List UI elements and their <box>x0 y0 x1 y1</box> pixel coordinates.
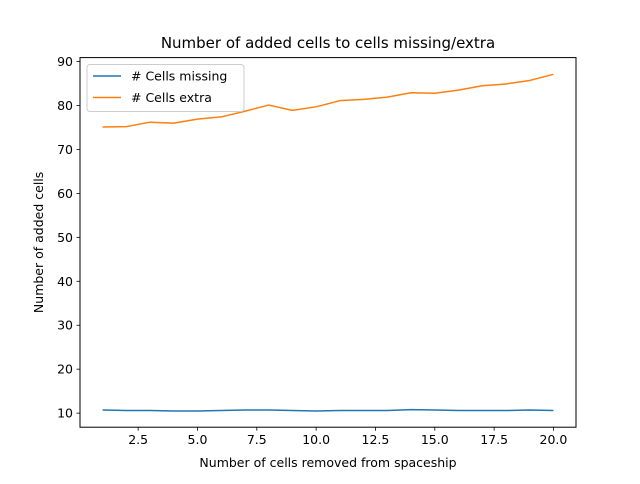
x-tick-label: 17.5 <box>480 432 508 447</box>
y-tick-label: 40 <box>57 274 73 289</box>
series-line-cells-missing <box>102 408 554 412</box>
plot-frame <box>79 57 577 428</box>
y-tick-label: 70 <box>57 142 73 157</box>
x-tick-label: 15.0 <box>421 432 449 447</box>
x-tick-label: 20.0 <box>540 432 568 447</box>
y-tick-label: 50 <box>57 230 73 245</box>
legend-label-cells-extra: # Cells extra <box>131 90 212 105</box>
x-tick-label: 7.5 <box>247 432 267 447</box>
y-tick-label: 80 <box>57 98 73 113</box>
x-axis-label: Number of cells removed from spaceship <box>199 455 456 470</box>
y-tick-label: 90 <box>57 54 73 69</box>
plot-marks <box>102 73 554 412</box>
chart-title: Number of added cells to cells missing/e… <box>161 34 495 52</box>
x-tick-label: 10.0 <box>302 432 330 447</box>
legend-label-cells-missing: # Cells missing <box>131 69 227 84</box>
x-axis: 2.5 5.0 7.5 10.0 12.5 15.0 17.5 20.0 <box>128 427 567 447</box>
y-tick-label: 20 <box>57 362 73 377</box>
x-tick-label: 2.5 <box>128 432 148 447</box>
series-line-cells-extra <box>102 73 554 128</box>
y-axis-label: Number of added cells <box>31 172 46 313</box>
y-tick-label: 10 <box>57 406 73 421</box>
x-tick-label: 5.0 <box>188 432 208 447</box>
legend-box <box>86 64 245 112</box>
y-tick-label: 60 <box>57 186 73 201</box>
legend: # Cells missing # Cells extra <box>86 64 245 112</box>
x-tick-label: 12.5 <box>362 432 390 447</box>
y-axis: 10 20 30 40 50 60 70 80 90 <box>57 54 80 421</box>
y-tick-label: 30 <box>57 318 73 333</box>
